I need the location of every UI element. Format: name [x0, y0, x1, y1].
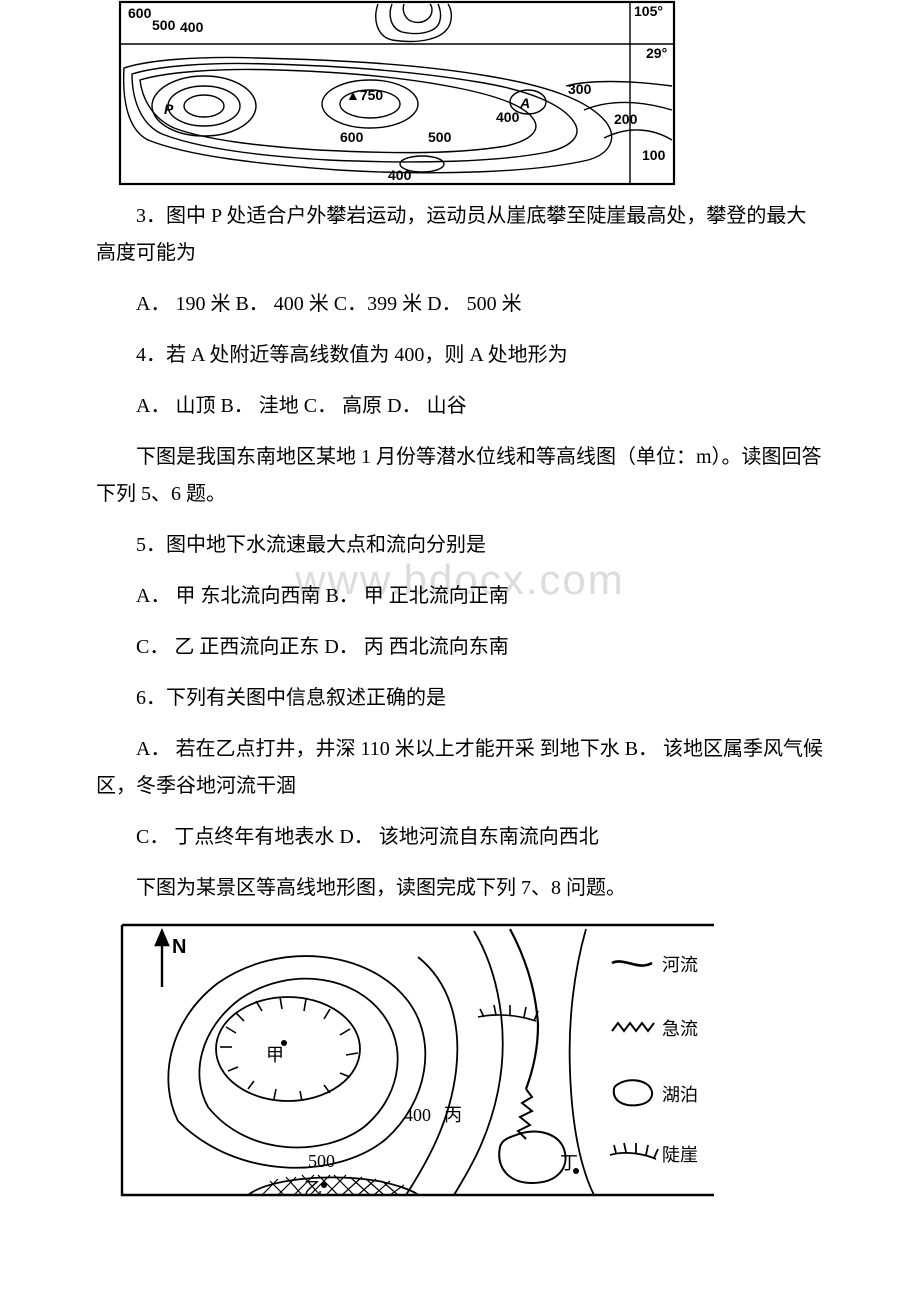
- label-N: N: [172, 936, 186, 958]
- label-400: 400: [404, 1105, 431, 1125]
- q5-options-b: C． 乙 正西流向正东 D． 丙 西北流向东南: [96, 629, 824, 666]
- label-400b: 400: [496, 109, 520, 125]
- label-lon: 105°: [634, 3, 663, 19]
- label-ding: 丁: [560, 1153, 578, 1173]
- legend-river: 河流: [662, 955, 698, 975]
- label-A: A: [519, 95, 530, 111]
- q5-stem: 5．图中地下水流速最大点和流向分别是: [96, 527, 824, 564]
- q5-options-a: A． 甲 东北流向西南 B． 甲 正北流向正南: [96, 578, 824, 615]
- q3-options: A． 190 米 B． 400 米 C．399 米 D． 500 米: [96, 286, 824, 323]
- legend-lake: 湖泊: [662, 1085, 698, 1105]
- contour-svg-2: N: [118, 921, 718, 1199]
- label-200: 200: [614, 111, 638, 127]
- intro-5-6: 下图是我国东南地区某地 1 月份等潜水位线和等高线图（单位：m）。读图回答下列 …: [96, 439, 824, 513]
- q4-options: A． 山顶 B． 洼地 C． 高原 D． 山谷: [96, 388, 824, 425]
- intro-7-8: 下图为某景区等高线地形图，读图完成下列 7、8 问题。: [96, 870, 824, 907]
- label-100: 100: [642, 147, 666, 163]
- figure-1-contour-map: 600 500 400 105° 29° P ▲750 A 400 500 60…: [118, 0, 920, 186]
- q6-options-b: C． 丁点终年有地表水 D． 该地河流自东南流向西北: [96, 819, 824, 856]
- label-400c: 400: [388, 167, 412, 183]
- label-lat: 29°: [646, 45, 667, 61]
- label-300: 300: [568, 81, 592, 97]
- q4-stem: 4．若 A 处附近等高线数值为 400，则 A 处地形为: [96, 337, 824, 374]
- q3-stem: 3．图中 P 处适合户外攀岩运动，运动员从崖底攀至陡崖最高处，攀登的最大高度可能…: [96, 198, 824, 272]
- label-bing: 丙: [444, 1105, 462, 1125]
- label-500: 500: [152, 17, 176, 33]
- legend-cliff: 陡崖: [662, 1145, 698, 1165]
- label-400a: 400: [180, 19, 204, 35]
- figure-2-contour-map: N: [118, 921, 920, 1199]
- document-content: 600 500 400 105° 29° P ▲750 A 400 500 60…: [0, 0, 920, 1199]
- q6-stem: 6．下列有关图中信息叙述正确的是: [96, 680, 824, 717]
- label-jia: 甲: [266, 1045, 284, 1065]
- label-600b: 600: [340, 129, 364, 145]
- label-600: 600: [128, 5, 152, 21]
- label-P: P: [164, 101, 174, 117]
- label-500b: 500: [428, 129, 452, 145]
- label-peak: ▲750: [346, 87, 383, 103]
- legend-rapids: 急流: [662, 1019, 698, 1039]
- q6-options-a: A． 若在乙点打井，井深 110 米以上才能开采 到地下水 B． 该地区属季风气…: [96, 731, 824, 805]
- legend: 河流 急流 湖泊 陡崖: [610, 955, 698, 1165]
- contour-svg-1: 600 500 400 105° 29° P ▲750 A 400 500 60…: [118, 0, 676, 186]
- label-500: 500: [308, 1151, 335, 1171]
